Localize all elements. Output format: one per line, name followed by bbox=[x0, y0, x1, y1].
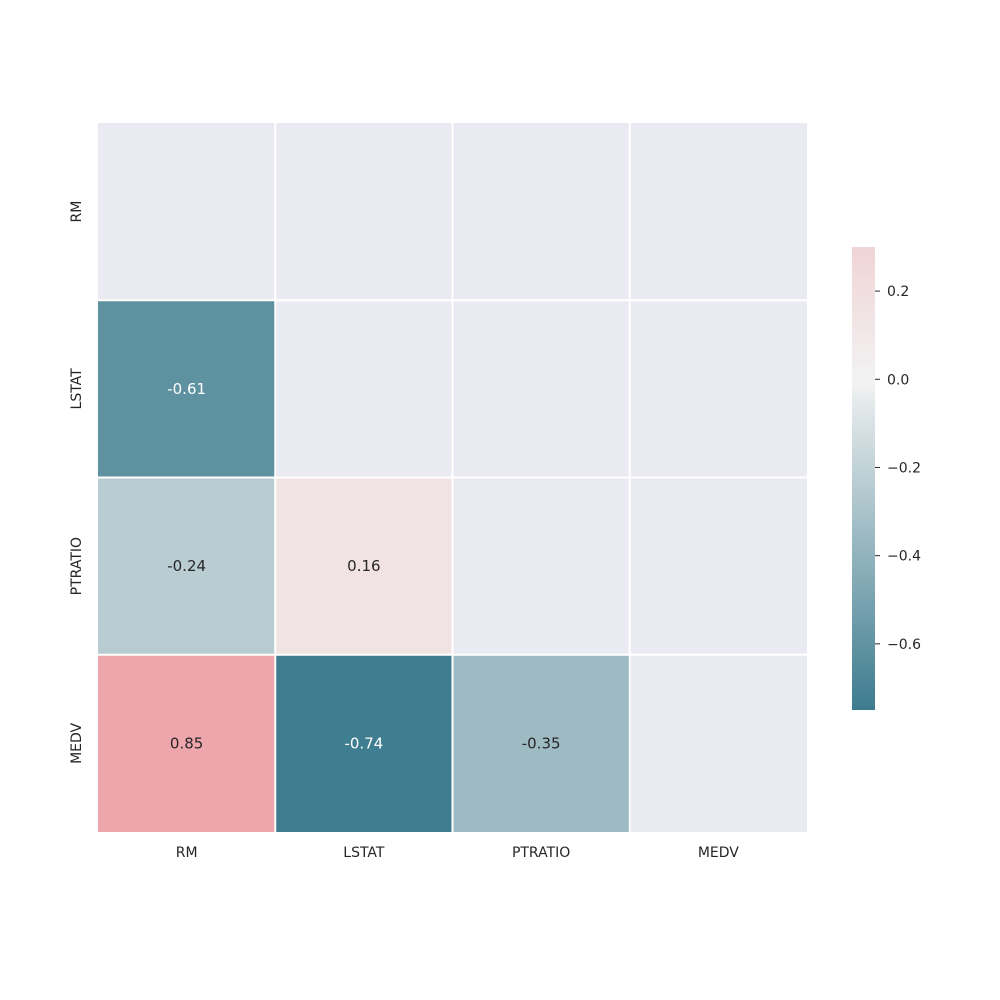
heatmap-cell bbox=[98, 477, 276, 655]
x-axis-tick-labels: RM LSTAT PTRATIO MEDV bbox=[176, 845, 740, 861]
x-tick-label: PTRATIO bbox=[512, 845, 570, 861]
colorbar-tick-label: −0.2 bbox=[887, 460, 921, 476]
heatmap-cell bbox=[98, 300, 276, 478]
cell-value-label: -0.74 bbox=[344, 734, 383, 752]
colorbar: 0.2 0.0 −0.2 −0.4 −0.6 bbox=[852, 247, 921, 710]
colorbar-tick-label: 0.0 bbox=[887, 372, 909, 388]
y-tick-label: LSTAT bbox=[69, 368, 85, 410]
colorbar-tick-label: −0.4 bbox=[887, 549, 921, 565]
heatmap-cell bbox=[275, 654, 453, 832]
cell-value-label: -0.24 bbox=[167, 557, 206, 575]
colorbar-tick-label: −0.6 bbox=[887, 637, 921, 653]
colorbar-tick-label: 0.2 bbox=[887, 284, 909, 300]
heatmap-annotations: -0.61 -0.24 0.16 0.85 -0.74 -0.35 bbox=[167, 380, 560, 753]
y-tick-label: PTRATIO bbox=[69, 537, 85, 595]
heatmap-cell bbox=[98, 654, 276, 832]
cell-value-label: 0.85 bbox=[170, 734, 203, 752]
y-tick-label: MEDV bbox=[69, 722, 85, 763]
heatmap-grid-lines bbox=[98, 123, 807, 832]
x-tick-label: RM bbox=[176, 845, 198, 861]
heatmap-cells bbox=[98, 300, 630, 832]
cell-value-label: -0.35 bbox=[522, 734, 561, 752]
cell-value-label: -0.61 bbox=[167, 380, 206, 398]
y-tick-label: RM bbox=[69, 201, 85, 223]
x-tick-label: LSTAT bbox=[343, 845, 385, 861]
heatmap-cell bbox=[275, 477, 453, 655]
x-tick-label: MEDV bbox=[698, 845, 739, 861]
colorbar-gradient bbox=[852, 247, 875, 710]
colorbar-ticks: 0.2 0.0 −0.2 −0.4 −0.6 bbox=[875, 284, 921, 653]
cell-value-label: 0.16 bbox=[347, 557, 380, 575]
heatmap-cell bbox=[452, 654, 630, 832]
y-axis-tick-labels: RM LSTAT PTRATIO MEDV bbox=[69, 201, 85, 764]
